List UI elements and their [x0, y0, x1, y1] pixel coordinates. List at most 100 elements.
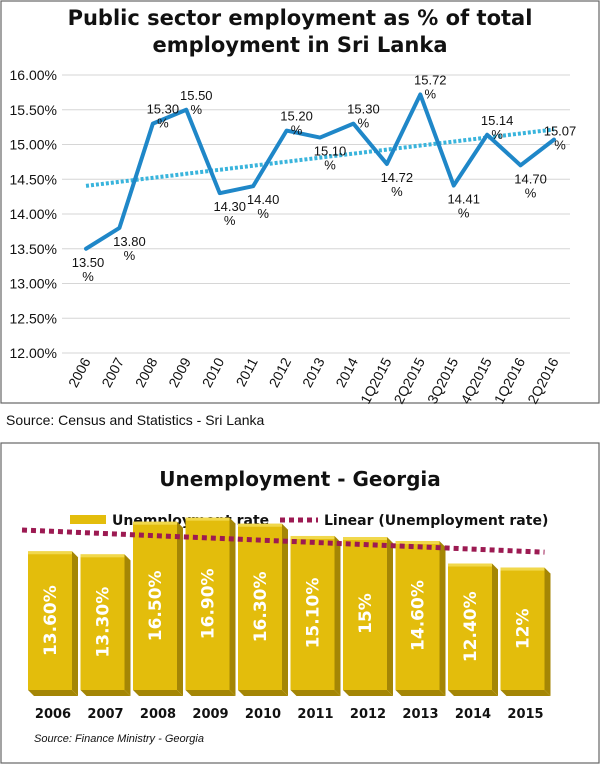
- x-category-label: 2015: [507, 707, 543, 722]
- data-label-unit: %: [391, 184, 403, 199]
- bar: [133, 521, 177, 690]
- bar-bottom: [185, 690, 236, 696]
- bar: [238, 523, 282, 690]
- data-point: [184, 108, 188, 112]
- data-label-unit: %: [257, 206, 269, 221]
- data-label-unit: %: [525, 185, 537, 200]
- data-label-unit: %: [224, 213, 236, 228]
- bar: [80, 554, 125, 690]
- bar-side: [124, 554, 131, 696]
- data-label-unit: %: [291, 123, 303, 138]
- bar-bottom: [448, 690, 498, 696]
- x-category-label: 2009: [192, 707, 228, 722]
- bar: [448, 563, 492, 690]
- bar-top: [80, 554, 125, 558]
- data-label-unit: %: [491, 127, 503, 142]
- bar: [343, 537, 387, 690]
- georgia-chart-svg: Unemployment - Georgia Unemployment rate…: [0, 442, 600, 764]
- data-label-unit: %: [458, 206, 470, 221]
- bar-value-label: 13.30%: [94, 587, 114, 658]
- bar-side: [439, 541, 446, 696]
- x-category-label: 2007: [87, 707, 123, 722]
- bar-side: [229, 517, 236, 696]
- y-tick-label: 13.00%: [10, 276, 57, 292]
- x-category-label: 2013: [402, 707, 438, 722]
- bar: [290, 535, 335, 690]
- bottom-bars-group: 13.60% 13.30% 16.50% 16.90% 16.30% 15.10% 15% 1…: [28, 517, 551, 696]
- data-label-unit: %: [358, 116, 370, 131]
- data-label-unit: %: [157, 116, 169, 131]
- bar: [395, 541, 440, 690]
- data-label-value: 13.80: [113, 234, 146, 249]
- bar-top: [238, 523, 282, 527]
- x-category-label: 2008: [140, 707, 176, 722]
- bottom-source: Source: Finance Ministry - Georgia: [34, 733, 204, 745]
- bottom-trendline: [21, 527, 545, 555]
- bar-top: [500, 567, 545, 571]
- y-tick-label: 12.50%: [10, 310, 57, 326]
- top-trendline: [85, 127, 555, 188]
- data-label-value: 15.10: [314, 144, 347, 159]
- bar: [28, 551, 72, 690]
- data-label-value: 14.70: [514, 171, 547, 186]
- bar-value-label: 12.40%: [461, 591, 481, 662]
- data-point: [318, 136, 322, 140]
- data-point: [552, 138, 556, 142]
- bar-side: [282, 523, 288, 696]
- bar-side: [544, 567, 551, 696]
- bar-value-label: 15.10%: [304, 578, 324, 649]
- bar: [500, 567, 545, 690]
- top-y-tick-labels: 12.00% 12.50% 13.00% 13.50% 14.00% 14.50% 15.0…: [10, 67, 57, 361]
- data-label-value: 14.41: [447, 192, 480, 207]
- bar-top: [395, 541, 440, 545]
- legend-bar-swatch: [70, 515, 106, 524]
- data-point: [84, 247, 88, 251]
- data-label-value: 14.40: [247, 192, 280, 207]
- top-chart-title-line1: Public sector employment as % of total: [68, 6, 533, 30]
- bar-value-label: 16.90%: [199, 568, 219, 639]
- bar-top: [290, 535, 335, 539]
- bar-top: [185, 517, 230, 521]
- data-label-unit: %: [324, 158, 336, 173]
- data-label-unit: %: [124, 248, 136, 263]
- bar-top: [448, 563, 492, 567]
- bar-bottom: [343, 690, 393, 696]
- bar-top: [133, 521, 177, 525]
- x-category-label: 2012: [350, 707, 386, 722]
- legend-linear-trend: Linear (Unemployment rate): [324, 513, 548, 529]
- data-label-value: 13.50: [72, 255, 105, 270]
- y-tick-label: 14.00%: [10, 206, 57, 222]
- bar-value-label: 14.60%: [409, 580, 429, 651]
- bottom-trendline-group: [21, 527, 545, 555]
- bar-bottom: [28, 690, 78, 696]
- bar-bottom: [395, 690, 446, 696]
- y-tick-label: 14.50%: [10, 171, 57, 187]
- data-point: [485, 133, 489, 137]
- y-tick-label: 15.50%: [10, 102, 57, 118]
- data-point: [117, 226, 121, 230]
- data-label-value: 15.50: [180, 88, 213, 103]
- x-category-label: 2010: [245, 707, 281, 722]
- data-label-value: 14.72: [381, 170, 414, 185]
- top-trendline-group: [85, 127, 555, 188]
- bar-side: [387, 537, 393, 696]
- data-label-value: 15.30: [147, 102, 180, 117]
- data-point: [519, 163, 523, 167]
- sri-lanka-line-chart: Public sector employment as % of total e…: [0, 0, 600, 428]
- bar-side: [334, 535, 341, 696]
- bar-bottom: [290, 690, 341, 696]
- top-chart-title-line2: employment in Sri Lanka: [153, 33, 448, 57]
- data-label-value: 15.20: [280, 109, 313, 124]
- y-tick-label: 16.00%: [10, 67, 57, 83]
- top-source: Source: Census and Statistics - Sri Lank…: [6, 412, 265, 428]
- bar-side: [177, 521, 183, 696]
- data-label-value: 15.72: [414, 72, 447, 87]
- bar-value-label: 12%: [514, 608, 534, 649]
- data-point: [418, 92, 422, 96]
- x-category-label: 2014: [455, 707, 491, 722]
- data-point: [285, 129, 289, 133]
- top-panel-frame: [0, 0, 600, 404]
- data-label-value: 15.30: [347, 102, 380, 117]
- y-tick-label: 15.00%: [10, 137, 57, 153]
- data-point: [151, 122, 155, 126]
